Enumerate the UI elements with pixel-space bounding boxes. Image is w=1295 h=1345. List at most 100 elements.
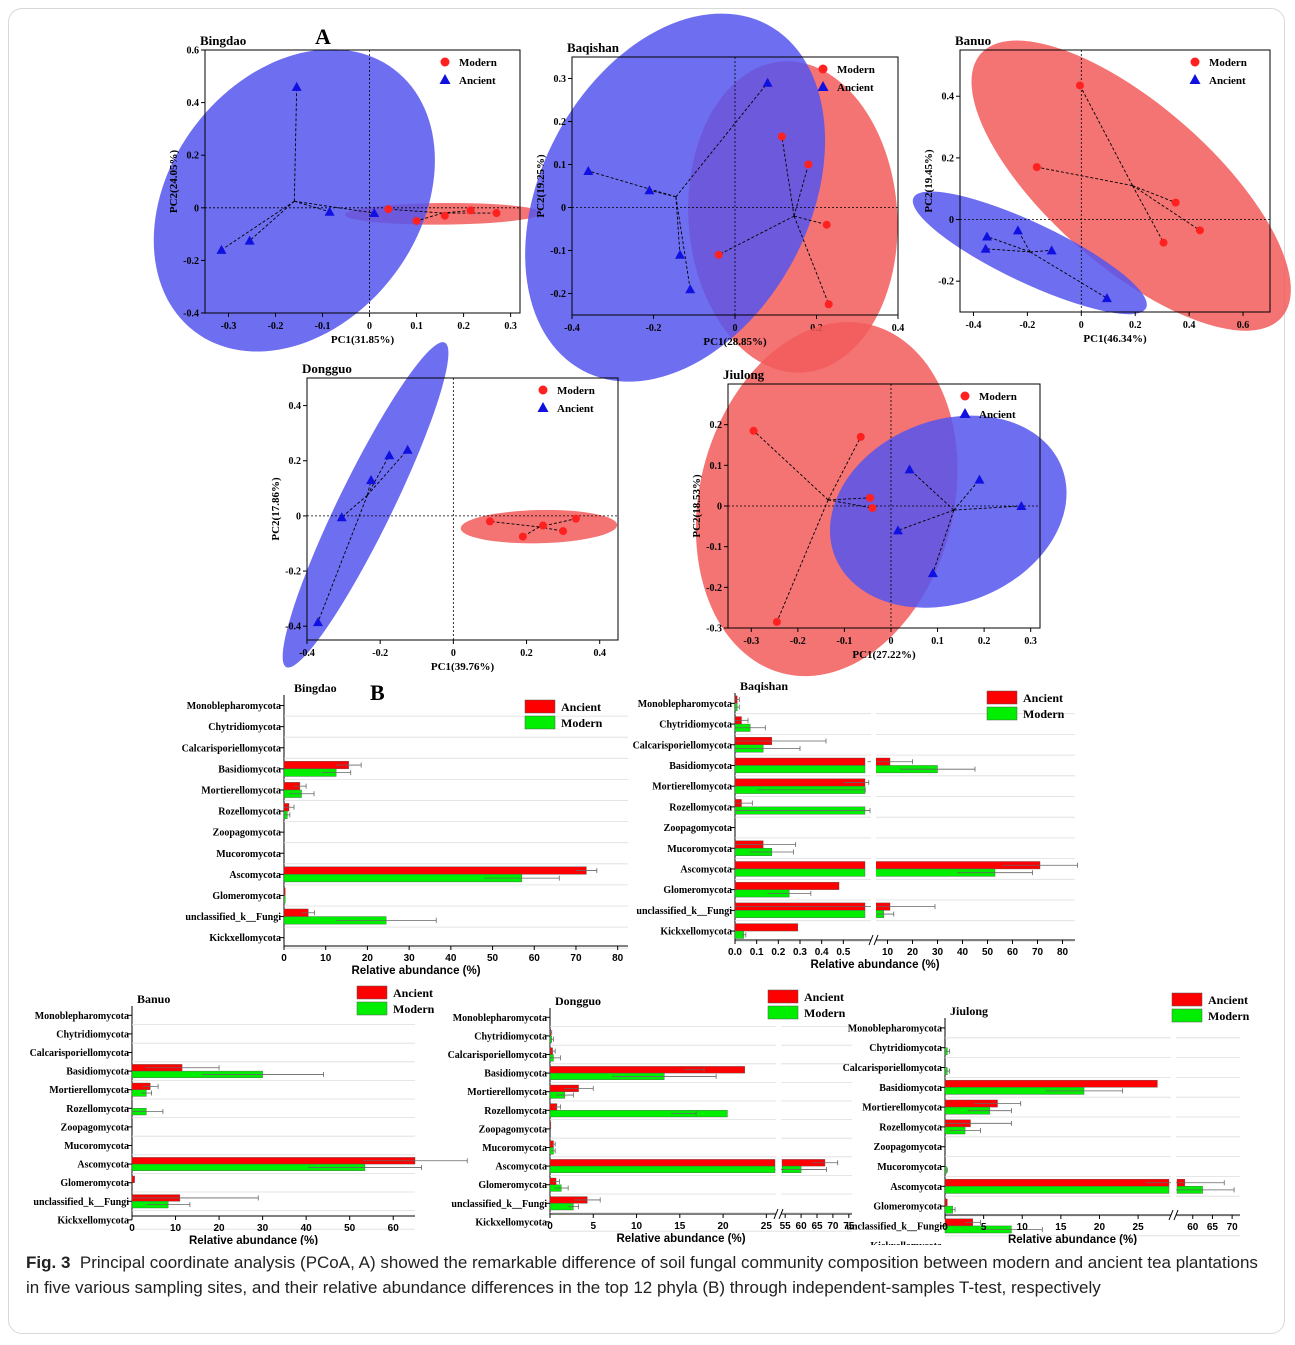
figure-frame <box>8 8 1285 1334</box>
legend-marker-ancient <box>439 74 451 84</box>
axis-break-slash <box>778 1208 784 1220</box>
x-tick-label: 55 <box>780 1221 792 1232</box>
point-modern <box>1075 81 1084 90</box>
category-label: Rozellomycota <box>484 1106 547 1117</box>
bar-ancient <box>283 866 587 875</box>
category-label: Ascomycota <box>495 1162 547 1173</box>
x-tick-label: 60 <box>529 953 541 964</box>
x-tick-label: 80 <box>612 953 624 964</box>
x-tick-label: -0.4 <box>564 323 580 334</box>
legend-swatch-ancient <box>1171 992 1203 1007</box>
x-tick-label: 5 <box>590 1221 596 1232</box>
x-tick-label: 50 <box>487 953 499 964</box>
point-modern <box>440 211 449 220</box>
legend-marker-modern <box>960 391 970 401</box>
point-ancient <box>974 474 985 484</box>
x-tick-label: 0.2 <box>771 947 785 958</box>
category-label: Kickxellomycota <box>870 1241 942 1245</box>
point-ancient <box>366 475 377 485</box>
x-tick-label: 0 <box>547 1221 553 1232</box>
spider-line <box>588 170 677 198</box>
bar-modern <box>283 895 286 904</box>
point-modern <box>1032 163 1041 172</box>
point-ancient <box>402 444 413 454</box>
figure-caption: Fig. 3 Principal coordinate analysis (PC… <box>26 1250 1266 1300</box>
category-label: Rozellomycota <box>66 1104 129 1115</box>
x-axis-label: Relative abundance (%) <box>810 959 939 971</box>
category-label: unclassified_k__Fungi <box>846 1221 942 1232</box>
category-label: Zoopagomycota <box>664 823 732 834</box>
spider-line <box>827 436 862 501</box>
x-tick-label: 15 <box>1055 1222 1067 1233</box>
legend-swatch-modern <box>986 706 1018 721</box>
legend-marker-ancient <box>537 402 549 412</box>
category-label: Monoblepharomycota <box>848 1023 942 1034</box>
x-axis-label: PC1(39.76%) <box>431 661 495 673</box>
y-tick-label: 0.2 <box>710 420 723 431</box>
point-ancient <box>1012 225 1023 235</box>
x-tick-label: 25 <box>1133 1222 1145 1233</box>
bar-ancient <box>734 861 866 870</box>
category-label: Mucoromycota <box>482 1143 547 1154</box>
point-ancient <box>583 165 594 175</box>
point-ancient <box>336 512 347 522</box>
x-tick-label: 0 <box>942 1222 948 1233</box>
y-tick-label: -0.4 <box>183 309 199 320</box>
point-ancient <box>244 235 255 245</box>
bar-modern <box>549 1110 728 1118</box>
axis-break-slash <box>868 934 874 946</box>
bar-ancient <box>944 1079 1158 1088</box>
axis-break-slash <box>873 934 879 946</box>
x-tick-label: 20 <box>362 953 374 964</box>
y-tick-label: 0 <box>296 511 301 522</box>
y-tick-label: 0.2 <box>942 153 955 164</box>
category-label: Ascomycota <box>229 870 281 881</box>
legend-label-modern: Modern <box>1023 707 1065 721</box>
spider-line <box>793 215 827 226</box>
spider-line <box>1036 166 1133 187</box>
spider-line <box>294 200 330 213</box>
spider-line <box>539 526 564 532</box>
point-modern <box>714 250 723 259</box>
panel-title: Bingdao <box>200 33 246 48</box>
category-label: Calcarisporiellomycota <box>843 1063 942 1074</box>
category-label: Glomeromycota <box>478 1180 547 1191</box>
category-label: unclassified_k__Fungi <box>33 1197 129 1208</box>
y-axis-label: PC2(24.05%) <box>168 150 180 214</box>
panel-title: Baqishan <box>740 679 788 693</box>
point-ancient <box>981 231 992 241</box>
y-tick-label: -0.2 <box>183 256 199 267</box>
axis-break-slash <box>1168 1209 1174 1221</box>
x-tick-label: 30 <box>404 953 416 964</box>
x-tick-label: 0.3 <box>793 947 807 958</box>
legend-label-ancient: Ancient <box>837 82 874 94</box>
category-label: Kickxellomycota <box>475 1217 547 1228</box>
category-label: Chytridiomycota <box>474 1031 547 1042</box>
category-label: Ascomycota <box>680 864 732 875</box>
legend-marker-modern <box>1190 57 1200 67</box>
x-tick-label: -0.1 <box>315 321 331 332</box>
legend-swatch-ancient <box>986 690 1018 705</box>
spider-line <box>1132 185 1164 243</box>
category-label: Basidiomycota <box>218 764 281 775</box>
point-modern <box>518 532 527 541</box>
category-label: Rozellomycota <box>218 807 281 818</box>
y-tick-label: 0 <box>561 203 566 214</box>
x-tick-label: 60 <box>388 1223 400 1234</box>
caption-label: Fig. 3 <box>26 1253 71 1272</box>
point-ancient <box>1016 501 1027 510</box>
legend-label-modern: Modern <box>1209 57 1247 69</box>
x-tick-label: 0 <box>451 648 456 659</box>
spider-line <box>828 497 871 501</box>
x-axis-label: PC1(28.85%) <box>703 336 767 348</box>
category-label: Calcarisporiellomycota <box>448 1050 547 1061</box>
spider-line <box>416 212 443 222</box>
point-ancient <box>1101 293 1112 303</box>
spider-line <box>781 136 795 217</box>
panel-b-label: B <box>370 680 385 705</box>
point-modern <box>538 521 547 530</box>
point-modern <box>1195 226 1204 235</box>
x-tick-label: 0.2 <box>1129 320 1142 331</box>
category-label: Mortierellomycota <box>652 782 732 793</box>
x-tick-label: -0.2 <box>790 636 806 647</box>
